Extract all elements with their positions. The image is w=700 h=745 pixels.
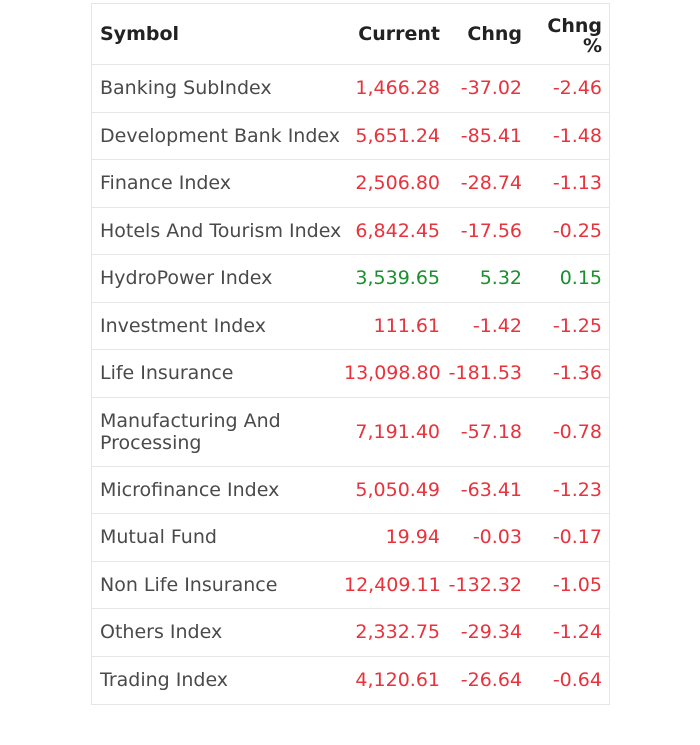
header-chng-percent-line1: Chng [547, 15, 602, 37]
table-row[interactable]: Banking SubIndex 1,466.28 -37.02 -2.46 [92, 65, 609, 113]
current-value-cell: 19.94 [385, 526, 440, 549]
header-symbol[interactable]: Symbol [100, 23, 180, 45]
table-row[interactable]: Trading Index 4,120.61 -26.64 -0.64 [92, 657, 609, 705]
change-percent-cell: -0.17 [552, 526, 602, 549]
current-value-cell: 1,466.28 [355, 77, 440, 100]
symbol-cell: Development Bank Index [100, 124, 341, 147]
change-cell: -1.42 [472, 314, 522, 337]
symbol-cell: Others Index [100, 621, 223, 644]
symbol-cell: Trading Index [100, 669, 229, 692]
symbol-cell: Mutual Fund [100, 526, 217, 549]
change-cell: -132.32 [448, 573, 522, 596]
change-percent-cell: -2.46 [552, 77, 602, 100]
table-row[interactable]: Microfinance Index 5,050.49 -63.41 -1.23 [92, 467, 609, 514]
table-row[interactable]: Life Insurance 13,098.80 -181.53 -1.36 [92, 350, 609, 398]
table-row[interactable]: Hotels And Tourism Index 6,842.45 -17.56 -0… [92, 208, 609, 255]
current-value-cell: 5,050.49 [355, 478, 440, 501]
change-cell: -37.02 [460, 77, 522, 100]
change-percent-cell: -1.24 [552, 621, 602, 644]
change-percent-cell: -1.48 [552, 124, 602, 147]
change-percent-cell: -0.25 [552, 219, 602, 242]
header-chng[interactable]: Chng [467, 23, 522, 45]
header-current[interactable]: Current [358, 23, 440, 45]
current-value-cell: 111.61 [373, 314, 440, 337]
symbol-cell: Banking SubIndex [100, 77, 272, 100]
table-row[interactable]: Non Life Insurance 12,409.11 -132.32 -1.05 [92, 562, 609, 609]
table-row[interactable]: Finance Index 2,506.80 -28.74 -1.13 [92, 160, 609, 208]
change-cell: -57.18 [460, 420, 522, 443]
change-cell: -85.41 [460, 124, 522, 147]
change-percent-cell: -1.13 [552, 172, 602, 195]
table-row[interactable]: HydroPower Index 3,539.65 5.32 0.15 [92, 255, 609, 303]
current-value-cell: 12,409.11 [344, 573, 440, 596]
change-cell: -17.56 [460, 219, 522, 242]
table-body: Banking SubIndex 1,466.28 -37.02 -2.46 Devel… [92, 65, 609, 704]
header-chng-percent-line2: % [582, 35, 602, 56]
current-value-cell: 4,120.61 [355, 669, 440, 692]
symbol-cell: Non Life Insurance [100, 573, 278, 596]
change-cell: -28.74 [460, 172, 522, 195]
change-cell: -29.34 [460, 621, 522, 644]
change-percent-cell: -0.64 [552, 669, 602, 692]
current-value-cell: 7,191.40 [355, 420, 440, 443]
current-value-cell: 2,506.80 [355, 172, 440, 195]
symbol-cell: Life Insurance [100, 362, 234, 385]
change-cell: 5.32 [479, 267, 522, 290]
change-percent-cell: -1.25 [552, 314, 602, 337]
sub-index-table: Symbol Current Chng Chng % Banking SubIn… [91, 3, 610, 705]
table-row[interactable]: Manufacturing And Processing 7,191.40 -57.… [92, 398, 609, 467]
current-value-cell: 2,332.75 [355, 621, 440, 644]
change-cell: -26.64 [460, 669, 522, 692]
change-percent-cell: -1.36 [552, 362, 602, 385]
change-percent-cell: -1.05 [552, 573, 602, 596]
current-value-cell: 5,651.24 [355, 124, 440, 147]
symbol-cell: HydroPower Index [100, 267, 273, 290]
symbol-cell: Microfinance Index [100, 478, 280, 501]
change-cell: -181.53 [448, 362, 522, 385]
change-percent-cell: -0.78 [552, 420, 602, 443]
current-value-cell: 6,842.45 [355, 219, 440, 242]
change-percent-cell: 0.15 [559, 267, 602, 290]
table-row[interactable]: Others Index 2,332.75 -29.34 -1.24 [92, 609, 609, 657]
symbol-cell: Investment Index [100, 314, 266, 337]
change-percent-cell: -1.23 [552, 478, 602, 501]
table-row[interactable]: Development Bank Index 5,651.24 -85.41 -1.4… [92, 113, 609, 160]
symbol-cell: Hotels And Tourism Index [100, 219, 342, 242]
change-cell: -0.03 [472, 526, 522, 549]
symbol-cell: Finance Index [100, 172, 232, 195]
table-row[interactable]: Mutual Fund 19.94 -0.03 -0.17 [92, 514, 609, 562]
current-value-cell: 13,098.80 [344, 362, 440, 385]
change-cell: -63.41 [460, 478, 522, 501]
table-header-row: Symbol Current Chng Chng % [92, 4, 609, 65]
symbol-cell: Manufacturing And Processing [100, 409, 281, 454]
header-chng-percent[interactable]: Chng % [522, 12, 602, 56]
table-row[interactable]: Investment Index 111.61 -1.42 -1.25 [92, 303, 609, 350]
current-value-cell: 3,539.65 [355, 267, 440, 290]
